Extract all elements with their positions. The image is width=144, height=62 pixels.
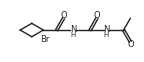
Text: N: N bbox=[103, 25, 110, 34]
Text: H: H bbox=[70, 32, 76, 38]
Text: O: O bbox=[128, 40, 134, 49]
Text: O: O bbox=[93, 11, 100, 20]
Text: H: H bbox=[104, 32, 109, 38]
Text: Br: Br bbox=[41, 35, 50, 44]
Text: N: N bbox=[70, 25, 76, 34]
Text: O: O bbox=[60, 11, 67, 20]
